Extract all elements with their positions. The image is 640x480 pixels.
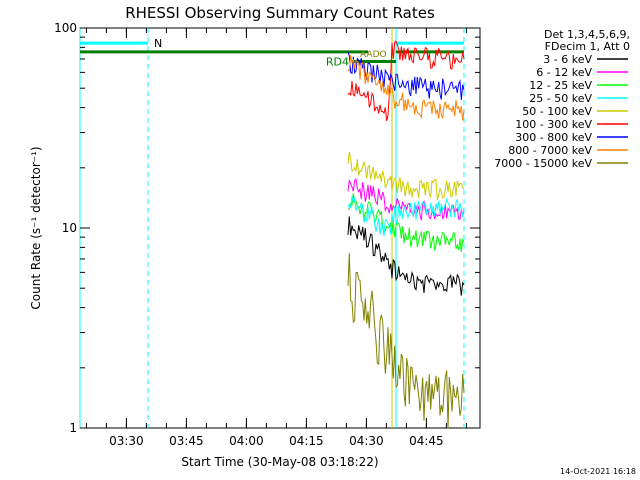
legend-entry-label: 50 - 100 keV <box>522 105 592 118</box>
data-series <box>347 40 465 429</box>
legend-entry-label: 7000 - 15000 keV <box>494 157 592 170</box>
legend: Det 1,3,4,5,6,9, FDecim 1, Att 0 3 - 6 k… <box>494 28 630 170</box>
legend-header-line-1: Det 1,3,4,5,6,9, <box>544 28 630 41</box>
legend-entry-label: 800 - 7000 keV <box>508 144 592 157</box>
footer-timestamp: 14-Oct-2021 16:18 <box>560 467 636 476</box>
flag-label-rd4: RD4 <box>326 55 349 68</box>
series-line <box>347 178 465 221</box>
legend-entry-label: 25 - 50 keV <box>529 92 592 105</box>
y-tick-label: 100 <box>54 21 77 35</box>
chart-title: RHESSI Observing Summary Count Rates <box>125 4 435 22</box>
series-line <box>347 253 465 429</box>
y-tick-label: 1 <box>69 421 77 435</box>
legend-header-line-2: FDecim 1, Att 0 <box>545 40 630 53</box>
x-axis-ticks: 03:30 03:45 04:00 04:15 04:30 04:45 <box>85 28 467 448</box>
legend-entry-label: 300 - 800 keV <box>515 131 592 144</box>
x-tick-label: 04:00 <box>229 434 264 448</box>
x-tick-label: 03:30 <box>109 434 144 448</box>
y-axis-ticks: 100 10 1 <box>54 21 480 435</box>
series-line <box>347 51 465 100</box>
x-tick-label: 03:45 <box>169 434 204 448</box>
y-axis-label: Count Rate (s⁻¹ detector⁻¹) <box>29 146 43 309</box>
series-line <box>347 55 465 121</box>
plot-frame <box>79 27 481 429</box>
vertical-markers <box>79 28 465 428</box>
legend-entry-label: 3 - 6 keV <box>543 53 592 66</box>
flag-label-n: N <box>154 37 162 50</box>
series-line <box>347 196 465 237</box>
series-line <box>347 193 465 253</box>
x-axis-label: Start Time (30-May-08 03:18:22) <box>181 455 378 469</box>
x-tick-label: 04:30 <box>349 434 384 448</box>
series-line <box>347 40 465 122</box>
legend-entry-label: 12 - 25 keV <box>529 79 592 92</box>
flag-lines: N RD4 AADO <box>80 37 464 68</box>
y-tick-label: 10 <box>62 221 77 235</box>
flag-label-extra: AADO <box>360 50 387 60</box>
x-tick-label: 04:15 <box>289 434 324 448</box>
series-line <box>347 216 465 296</box>
series-line <box>347 151 465 200</box>
x-tick-label: 04:45 <box>409 434 444 448</box>
legend-entry-label: 100 - 300 keV <box>515 118 592 131</box>
legend-entry-label: 6 - 12 keV <box>536 66 592 79</box>
